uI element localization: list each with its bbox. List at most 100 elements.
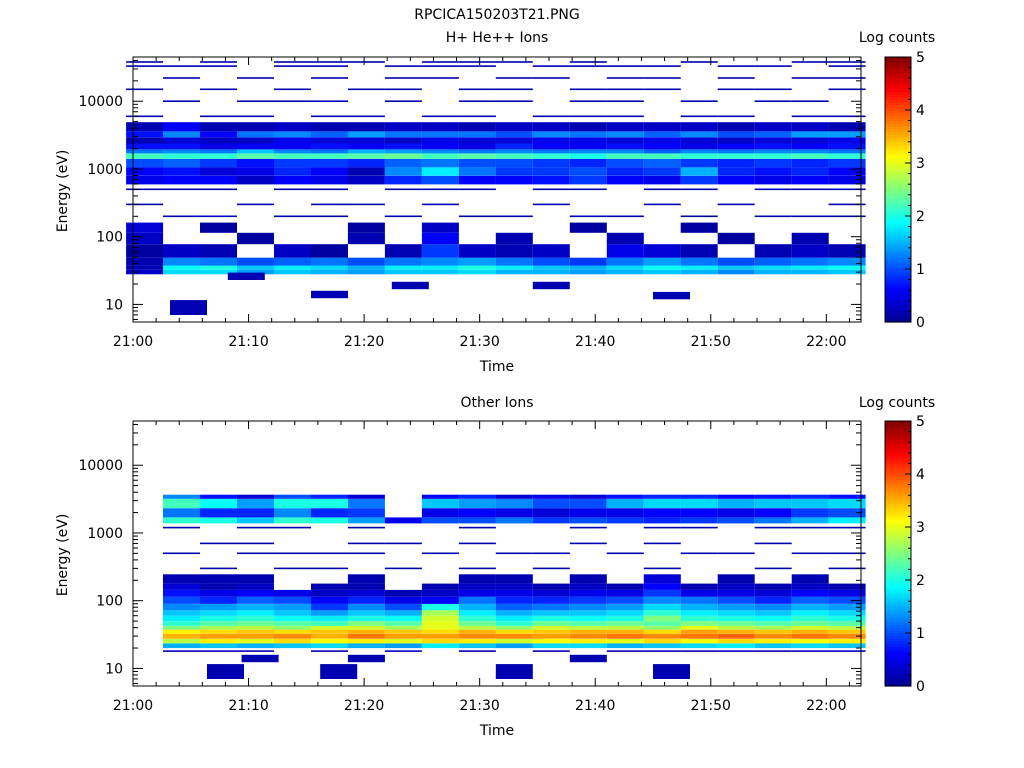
colorbar-segment [885, 120, 911, 124]
colorbar-tick-label: 4 [916, 467, 925, 483]
heatmap-cell [606, 65, 644, 67]
heatmap-cell [237, 122, 274, 132]
x-tick-label: 21:20 [344, 334, 384, 350]
heatmap-cell [163, 215, 200, 218]
x-tick-label: 21:40 [575, 334, 615, 350]
heatmap-cell [791, 167, 829, 176]
heatmap-cell [754, 175, 792, 185]
heatmap-cell [828, 115, 866, 118]
heatmap-cell [311, 265, 348, 270]
heatmap-cell [569, 215, 607, 218]
heatmap-cell [569, 88, 607, 91]
heatmap-cell [495, 100, 533, 102]
heatmap-cell [163, 517, 200, 524]
heatmap-cell [200, 115, 237, 118]
heatmap-cell [717, 650, 755, 652]
x-tick-label: 21:10 [228, 334, 268, 350]
heatmap-cell [495, 633, 533, 639]
heatmap-cell [384, 65, 422, 67]
colorbar-segment [885, 476, 911, 480]
colorbar-segment [885, 284, 911, 289]
heatmap-cell [569, 158, 607, 168]
heatmap-cell [274, 494, 311, 499]
heatmap-cell [421, 257, 459, 266]
heatmap-cell [791, 610, 829, 616]
colorbar-frame [884, 420, 912, 687]
heatmap-cell [421, 137, 459, 144]
heatmap-cell [163, 158, 200, 168]
heatmap-cell [569, 149, 607, 154]
heatmap-cell [532, 643, 570, 649]
heatmap-cell [458, 621, 496, 626]
colorbar-frame [884, 56, 912, 323]
colorbar-segment [885, 537, 911, 541]
heatmap-cell [200, 88, 237, 91]
heatmap-cell [384, 122, 422, 132]
heatmap-cell [532, 153, 570, 159]
heatmap-cell [495, 167, 533, 176]
heatmap-cell [274, 88, 311, 91]
heatmap-cell [754, 621, 792, 626]
heatmap-cell [717, 232, 755, 245]
heatmap-cell [828, 149, 866, 154]
heatmap-cell [828, 158, 866, 168]
colorbar-segment [885, 176, 911, 180]
heatmap-cell [126, 232, 164, 245]
colorbar-segment [885, 226, 911, 230]
heatmap-cell [274, 629, 311, 634]
heatmap-cell [828, 153, 866, 159]
heatmap-cell [828, 621, 866, 626]
heatmap-cell [569, 517, 607, 524]
heatmap-cell [200, 650, 237, 652]
heatmap-cell [421, 633, 459, 639]
heatmap-cell [828, 498, 866, 509]
heatmap-cell [200, 498, 237, 509]
heatmap-cell [828, 122, 866, 132]
heatmap-cell [532, 621, 570, 626]
heatmap-cell [458, 215, 496, 218]
colorbar-segment [885, 59, 911, 63]
heatmap-cell [569, 494, 607, 499]
heatmap-cell [237, 650, 274, 652]
heatmap-cell [311, 137, 348, 144]
heatmap-cell [200, 583, 237, 590]
colorbar-segment [885, 186, 911, 191]
heatmap-cell [754, 153, 792, 159]
panel-h-he-ions: H+ He++ Ions Log counts Time Energy (eV)… [55, 30, 935, 375]
heatmap-cell [828, 604, 866, 611]
heatmap-cell [384, 131, 422, 138]
heatmap-cell [207, 664, 244, 679]
heatmap-cell [458, 265, 496, 270]
heatmap-cell [791, 244, 829, 258]
heatmap-cell [320, 664, 358, 679]
heatmap-cell [311, 615, 348, 622]
heatmap-cell [163, 552, 200, 555]
heatmap-cell [754, 269, 792, 275]
heatmap-cell [163, 643, 200, 649]
heatmap-cell [200, 167, 237, 176]
heatmap-cell [347, 222, 385, 233]
colorbar-tick-label: 2 [916, 573, 925, 589]
heatmap-cell [311, 115, 348, 118]
heatmap-cell [163, 244, 200, 258]
heatmap-cell [791, 498, 829, 509]
heatmap-cell [532, 589, 570, 597]
heatmap-cell [495, 143, 533, 150]
heatmap-cell [643, 574, 681, 584]
heatmap-cell [311, 494, 348, 499]
heatmap-cell [606, 517, 644, 524]
colorbar-segment [885, 540, 911, 544]
heatmap-cell [458, 567, 496, 570]
colorbar-segment [885, 290, 911, 294]
heatmap-cell [828, 77, 866, 79]
colorbar-segment [885, 184, 911, 188]
heatmap-cells [163, 494, 866, 679]
colorbar-segment [885, 316, 911, 320]
colorbar-segment [885, 577, 911, 581]
heatmap-cell [717, 638, 755, 644]
heatmap-cell [754, 158, 792, 168]
colorbar-segment [885, 205, 911, 209]
heatmap-cell [717, 633, 755, 639]
heatmap-cell [791, 137, 829, 144]
heatmap-cell [384, 615, 422, 622]
